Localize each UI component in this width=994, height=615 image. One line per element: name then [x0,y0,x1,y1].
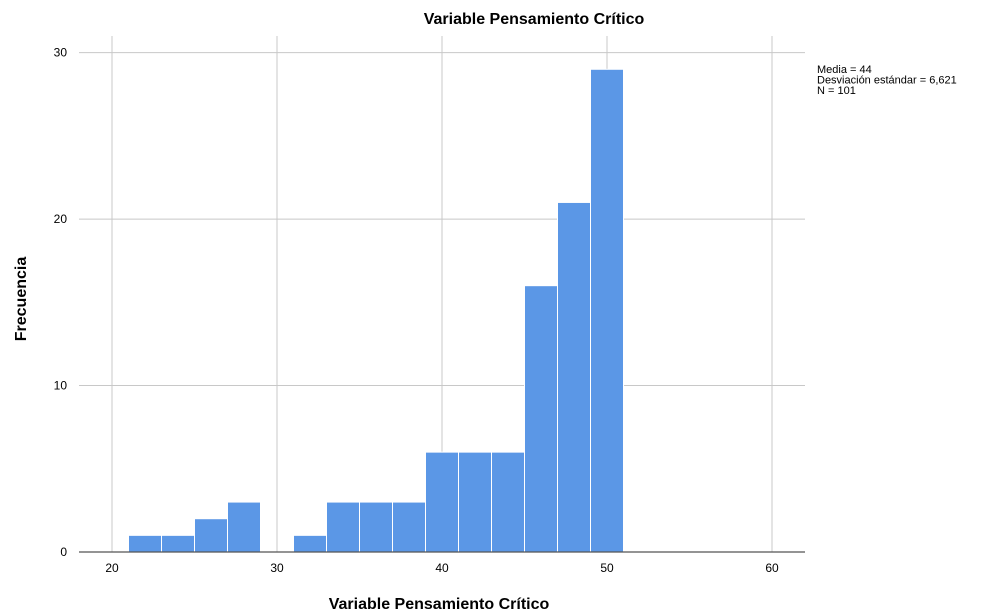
stat-line: Media = 44 [817,64,872,76]
histogram-bar [425,451,459,553]
x-tick-label: 20 [105,561,119,575]
y-tick-label: 0 [60,545,67,559]
histogram-bar [227,501,261,553]
histogram-bar [491,451,525,553]
x-axis-label: Variable Pensamiento Crítico [329,596,550,613]
x-tick-label: 30 [270,561,284,575]
histogram-bar [326,501,360,553]
histogram-bar [524,285,558,553]
x-tick-label: 60 [765,561,779,575]
y-axis-label: Frecuencia [13,257,30,342]
histogram-bar [194,518,228,553]
stat-line: Desviación estándar = 6,621 [817,75,957,87]
histogram-bar [458,451,492,553]
y-tick-label: 20 [54,212,68,226]
histogram-bar [161,534,195,553]
bars [128,68,624,553]
y-tick-label: 30 [54,46,68,60]
histogram-bar [359,501,393,553]
stat-line: N = 101 [817,85,856,97]
y-tick-labels: 0 10 20 30 [54,46,68,559]
histogram-bar [293,534,327,553]
x-tick-labels: 20 30 40 50 60 [105,561,779,575]
y-tick-label: 10 [54,379,68,393]
histogram-bar [128,534,162,553]
histogram-bar [590,68,624,553]
histogram-bar [557,201,591,553]
chart-title: Variable Pensamiento Crítico [424,11,645,28]
x-tick-label: 40 [435,561,449,575]
histogram-bar [392,501,426,553]
x-tick-label: 50 [600,561,614,575]
